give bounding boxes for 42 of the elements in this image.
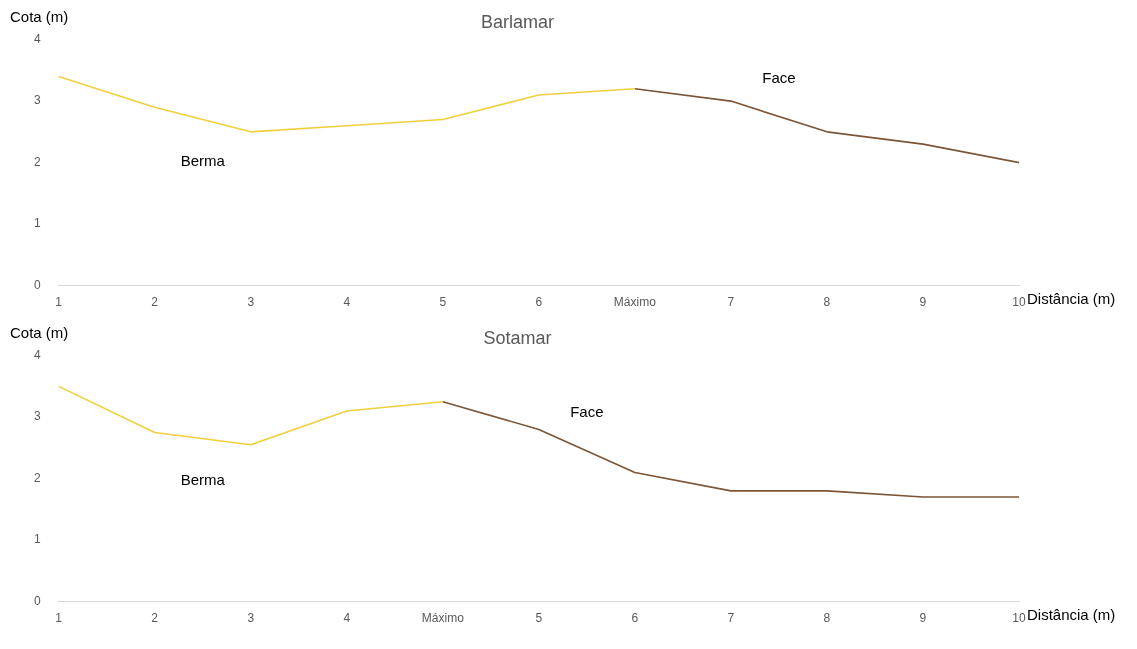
x-tick-label: Máximo xyxy=(613,295,657,310)
y-tick-label: 3 xyxy=(33,409,41,424)
x-tick-label: 5 xyxy=(535,611,543,626)
x-tick-label: 9 xyxy=(919,295,927,310)
series-label: Berma xyxy=(180,470,226,488)
y-tick-label: 2 xyxy=(33,154,41,169)
x-tick-label: 7 xyxy=(727,611,735,626)
y-tick-label: 0 xyxy=(33,593,41,608)
series-label: Face xyxy=(570,403,604,421)
y-axis-title: Cota (m) xyxy=(10,8,69,26)
x-tick-label: 9 xyxy=(919,611,927,626)
x-axis-title: Distância (m) xyxy=(1027,605,1116,623)
x-tick-label: 1 xyxy=(55,611,63,626)
x-tick-label: 1 xyxy=(55,295,63,310)
y-tick-label: 1 xyxy=(33,532,41,547)
x-tick-label: 4 xyxy=(343,295,351,310)
x-tick-label: 10 xyxy=(1012,295,1026,310)
x-tick-label: 3 xyxy=(247,611,255,626)
x-tick-label: 2 xyxy=(151,295,159,310)
x-tick-label: 2 xyxy=(151,611,159,626)
y-tick-label: 2 xyxy=(33,470,41,485)
chart-title: Sotamar xyxy=(483,327,552,348)
series-label: Berma xyxy=(180,151,226,169)
y-tick-label: 4 xyxy=(33,347,41,362)
y-tick-label: 3 xyxy=(33,93,41,108)
x-tick-label: 8 xyxy=(823,295,831,310)
x-tick-label: 4 xyxy=(343,611,351,626)
y-axis-title: Cota (m) xyxy=(10,324,69,342)
x-tick-label: 6 xyxy=(631,611,639,626)
y-tick-label: 1 xyxy=(33,216,41,231)
x-axis-title: Distância (m) xyxy=(1027,289,1116,307)
series-label: Face xyxy=(762,68,796,86)
y-tick-label: 4 xyxy=(33,31,41,46)
y-tick-label: 0 xyxy=(33,277,41,292)
x-tick-label: 5 xyxy=(439,295,447,310)
x-tick-label: 3 xyxy=(247,295,255,310)
x-tick-label: 10 xyxy=(1012,611,1026,626)
x-tick-label: 7 xyxy=(727,295,735,310)
x-tick-label: 8 xyxy=(823,611,831,626)
x-tick-label: Máximo xyxy=(421,611,465,626)
chart-title: Barlamar xyxy=(480,11,555,32)
x-tick-label: 6 xyxy=(535,295,543,310)
